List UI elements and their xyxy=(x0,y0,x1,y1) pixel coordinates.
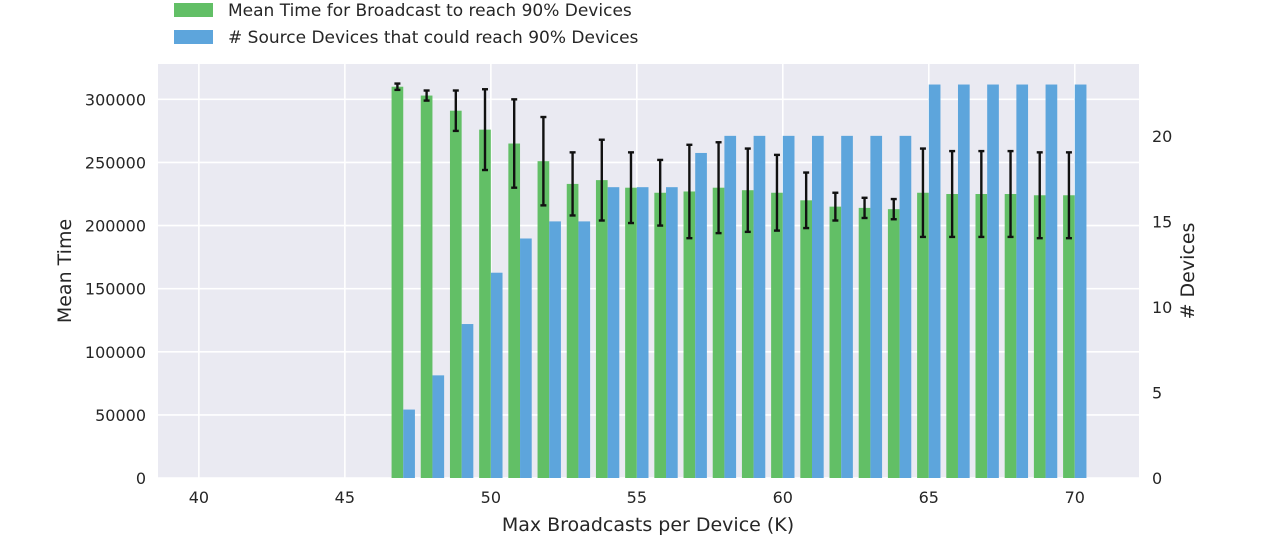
bar-mean-time xyxy=(1063,195,1075,478)
bar-mean-time xyxy=(829,206,842,478)
bar-source-devices xyxy=(987,84,999,478)
bar-source-devices xyxy=(403,409,415,478)
x-tick-label: 60 xyxy=(773,488,793,507)
y-right-tick-label: 5 xyxy=(1152,383,1162,402)
bar-source-devices xyxy=(666,187,678,478)
x-tick-labels: 40 45 50 55 60 65 70 xyxy=(189,488,1085,507)
bar-mean-time xyxy=(975,194,988,478)
x-tick-label: 70 xyxy=(1065,488,1085,507)
y-left-tick-label: 100000 xyxy=(85,343,146,362)
bar-mean-time xyxy=(800,200,812,478)
bar-source-devices xyxy=(899,135,912,478)
bar-source-devices xyxy=(753,135,766,478)
bar-source-devices xyxy=(928,84,941,478)
x-tick-label: 45 xyxy=(335,488,355,507)
y-left-tick-label: 0 xyxy=(136,469,146,488)
bar-source-devices xyxy=(782,135,795,478)
legend: Mean Time for Broadcast to reach 90% Dev… xyxy=(174,1,639,48)
legend-label-mean-time: Mean Time for Broadcast to reach 90% Dev… xyxy=(228,1,632,21)
bar-source-devices xyxy=(578,221,591,478)
x-tick-label: 40 xyxy=(189,488,209,507)
bar-mean-time xyxy=(771,192,783,478)
y-right-tick-label: 15 xyxy=(1152,212,1172,231)
bar-mean-time xyxy=(625,187,637,478)
bar-source-devices xyxy=(549,221,561,478)
bar-mean-time xyxy=(917,192,929,478)
y-right-tick-label: 10 xyxy=(1152,298,1172,317)
bar-mean-time xyxy=(946,194,958,478)
bar-mean-time xyxy=(1004,194,1017,478)
bar-mean-time xyxy=(683,191,696,479)
x-axis-label: Max Broadcasts per Device (K) xyxy=(502,514,794,536)
bar-source-devices xyxy=(957,84,970,478)
bar-mean-time xyxy=(508,143,521,478)
y-left-tick-label: 200000 xyxy=(85,217,146,236)
y-left-tick-label: 50000 xyxy=(95,406,146,425)
bar-source-devices xyxy=(841,135,853,478)
x-tick-label: 65 xyxy=(919,488,939,507)
x-tick-label: 50 xyxy=(481,488,501,507)
bar-source-devices xyxy=(432,375,445,478)
bar-source-devices xyxy=(695,152,707,478)
y-right-tick-labels: 0 5 10 15 20 xyxy=(1152,127,1172,488)
bar-source-devices xyxy=(870,135,883,478)
bar-source-devices xyxy=(520,238,532,478)
legend-label-source-devices: # Source Devices that could reach 90% De… xyxy=(228,28,639,48)
x-tick-label: 55 xyxy=(627,488,647,507)
bar-mean-time xyxy=(654,192,667,478)
y-right-tick-label: 20 xyxy=(1152,127,1172,146)
y-left-tick-labels: 0 50000 100000 150000 200000 250000 300000 xyxy=(85,90,146,488)
bar-source-devices xyxy=(1016,84,1029,478)
bar-mean-time xyxy=(391,86,404,478)
error-bars xyxy=(394,82,1072,240)
bar-mean-time xyxy=(858,207,871,478)
bar-source-devices xyxy=(490,272,503,478)
bar-source-devices xyxy=(724,135,737,478)
legend-swatch-source-devices xyxy=(174,30,213,44)
bar-source-devices xyxy=(812,135,824,478)
y-left-tick-label: 300000 xyxy=(85,90,146,109)
y-left-axis-label: Mean Time xyxy=(54,219,76,323)
bar-mean-time xyxy=(887,209,900,478)
y-right-tick-label: 0 xyxy=(1152,469,1162,488)
bar-mean-time xyxy=(566,183,579,478)
bar-mean-time xyxy=(712,187,725,478)
bar-source-devices xyxy=(636,187,649,478)
bar-source-devices xyxy=(461,324,474,478)
y-right-axis-label: # Devices xyxy=(1177,223,1199,320)
bar-mean-time xyxy=(595,180,608,478)
legend-swatch-mean-time xyxy=(174,3,213,17)
bars xyxy=(391,84,1087,479)
bar-mean-time xyxy=(449,110,462,478)
bar-source-devices xyxy=(1045,84,1058,478)
bar-source-devices xyxy=(1074,84,1087,478)
bar-mean-time xyxy=(1033,195,1046,478)
bar-mean-time xyxy=(537,161,550,478)
bar-mean-time xyxy=(479,129,491,478)
y-left-tick-label: 150000 xyxy=(85,280,146,299)
y-left-tick-label: 250000 xyxy=(85,153,146,172)
bar-mean-time xyxy=(741,190,754,478)
bar-mean-time xyxy=(420,95,433,479)
bar-source-devices xyxy=(607,187,620,478)
